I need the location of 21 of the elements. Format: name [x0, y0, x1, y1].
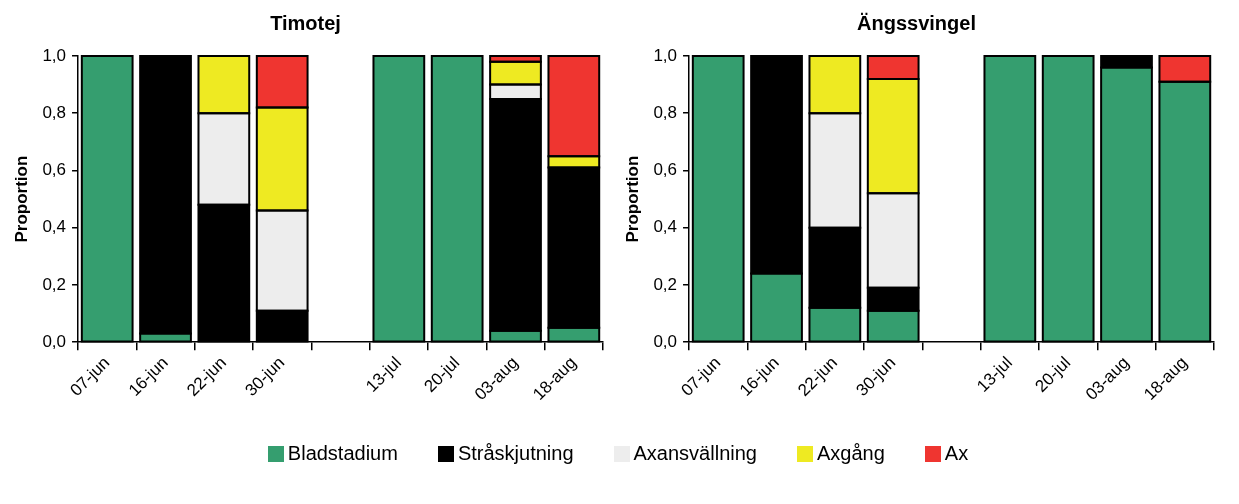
y-tick-label: 0,4 — [653, 217, 678, 237]
y-axis-title: Proportion — [11, 155, 31, 243]
legend-label: Stråskjutning — [457, 442, 574, 465]
y-tick-label: 0,4 — [42, 217, 67, 237]
y-tick-label: 0,0 — [42, 331, 67, 351]
y-tick-label: 0,2 — [42, 274, 67, 294]
y-tick-label: 0,6 — [42, 160, 67, 180]
chart-title: Timotej — [270, 11, 341, 34]
y-tick-label: 0,8 — [653, 102, 678, 122]
y-tick-label: 1,0 — [653, 45, 678, 65]
y-tick-label: 0,2 — [653, 274, 678, 294]
y-axis-title: Proportion — [622, 155, 642, 243]
y-tick-label: 0,6 — [653, 160, 678, 180]
chart-title: Ängssvingel — [857, 11, 976, 34]
legend-label: Axgång — [816, 442, 885, 465]
legend-label: Axansvällning — [633, 442, 757, 465]
y-tick-label: 0,0 — [653, 331, 678, 351]
legend-label: Bladstadium — [287, 442, 398, 465]
y-tick-label: 1,0 — [42, 45, 67, 65]
y-tick-label: 0,8 — [42, 102, 67, 122]
legend-label: Ax — [944, 442, 969, 465]
